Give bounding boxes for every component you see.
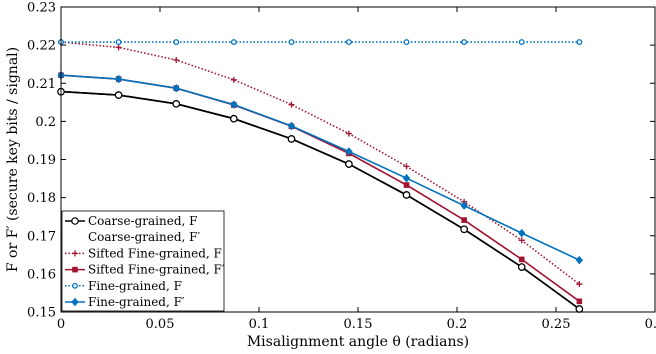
data-point [230,114,238,123]
y-tick-label: 0.23 [27,1,56,16]
data-point [173,39,180,46]
y-tick-label: 0.19 [27,153,56,168]
data-point [461,39,468,46]
series-1 [57,87,584,313]
series-4 [58,39,583,46]
data-point [345,160,353,168]
legend-swatch-marker [72,250,78,257]
series-5 [57,70,584,265]
x-tick-label: 0.2 [447,317,468,332]
y-tick-label: 0.16 [27,267,56,282]
x-axis-label: Misalignment angle θ (radians) [247,334,469,350]
data-point [172,100,181,108]
data-point [287,121,296,131]
series-layer [57,39,584,313]
legend-label: Fine-grained, F′ [88,295,185,309]
data-point [287,135,296,143]
data-point [460,201,468,210]
data-point [403,39,410,46]
data-point [288,101,295,108]
x-tick-label: 0.1 [249,317,270,332]
data-point [345,130,352,137]
data-point [288,39,295,46]
data-point [517,263,526,271]
data-point [115,39,122,46]
series-line [60,74,580,261]
y-tick-label: 0.21 [27,77,56,92]
data-point [518,237,525,244]
data-point [402,191,411,199]
data-point [230,76,237,83]
data-point [576,298,583,305]
x-tick-label: 0 [57,317,65,332]
data-point [230,100,238,109]
legend-swatch-marker [72,266,78,273]
data-point [575,255,584,265]
data-point [576,281,583,288]
data-point [345,147,353,156]
y-tick-label: 0.2 [35,115,56,130]
legend-swatch-marker [72,282,78,289]
y-axis-label: F or F′ (secure key bits / signal) [5,47,21,272]
legend-box [61,210,225,312]
data-point [518,228,526,238]
data-point [345,39,352,46]
legend-label: Sifted Fine-grained, F [88,246,222,260]
data-point [173,56,180,63]
legend-label: Sifted Fine-grained, F′ [88,263,225,277]
plot-frame [60,6,656,313]
legend: Coarse-grained, F Coarse-grained, F′ Sifte… [61,210,225,312]
legend-label: Coarse-grained, F′ [88,230,200,244]
data-point [461,217,467,223]
x-tick-label: 0.05 [146,317,175,332]
x-tick-label: 0.25 [542,317,571,332]
legend-swatch-marker [71,297,79,307]
data-point [230,39,237,46]
data-point [114,74,123,84]
data-point [403,182,410,188]
y-tick-label: 0.18 [27,191,56,206]
data-point [403,163,410,170]
y-tick-label: 0.15 [27,306,56,321]
data-point [460,225,468,234]
data-point [402,173,411,183]
legend-label: Fine-grained, F [88,279,182,293]
data-point [575,305,584,313]
series-line [60,41,580,285]
data-point [518,256,525,263]
data-point [172,83,180,93]
x-tick-label: 0.3 [645,317,656,332]
series-line [60,90,580,310]
data-point [576,39,583,46]
x-tick-label: 0.15 [344,317,373,332]
data-point [115,44,122,51]
ticks-layer: 0 0.05 0.1 0.15 0.2 0.25 0.3 0.15 0.16 0.17 0.18 0.… [27,1,656,333]
data-point [518,39,525,46]
data-point [114,91,123,99]
y-tick-label: 0.17 [27,229,56,244]
legend-swatch-marker [71,217,79,225]
legend-label: Coarse-grained, F [88,214,198,228]
y-tick-label: 0.22 [27,39,56,54]
